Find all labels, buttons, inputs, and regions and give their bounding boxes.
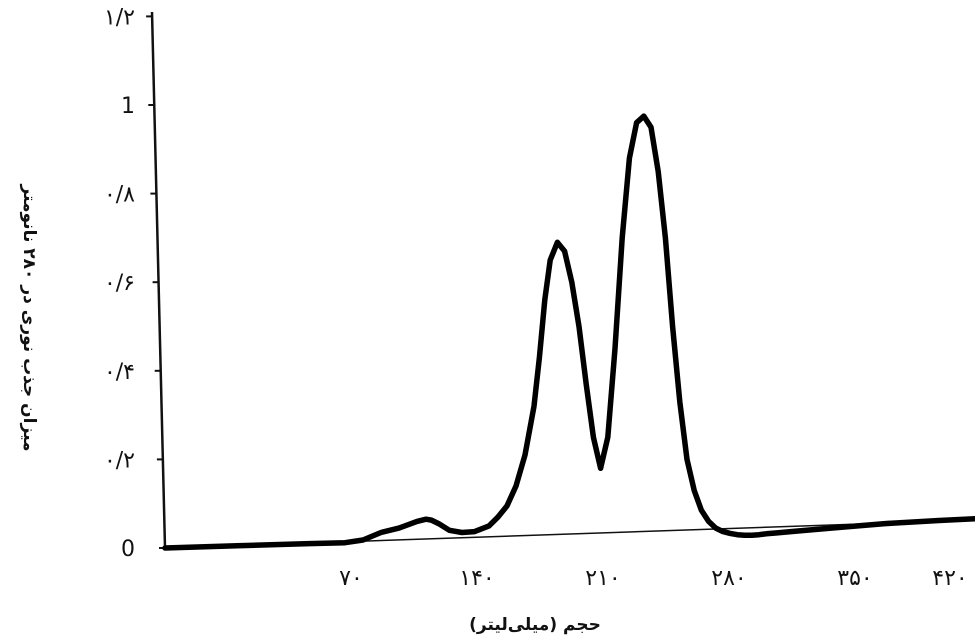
y-tick-label: ۰/۲ [104, 448, 135, 473]
y-tick-label: 1 [121, 94, 135, 119]
x-tick-label: ۲۱۰ [585, 566, 620, 591]
y-tick-group: 0 ۰/۲ ۰/۴ ۰/۶ ۰/۸ 1 ۱/۲ [104, 5, 165, 562]
y-tick-label: ۱/۲ [104, 5, 135, 30]
y-axis-title: میزان جذب نوری در ۲۸۰ نانومتر [19, 183, 39, 451]
x-tick-label: ۲۸۰ [711, 566, 746, 591]
x-tick-label: ۴۲۰ [932, 566, 967, 591]
chart-axes [150, 11, 975, 549]
x-tick-label: ۳۵۰ [837, 566, 872, 591]
series-line [162, 113, 975, 551]
x-tick-group: ۷۰ ۱۴۰ ۲۱۰ ۲۸۰ ۳۵۰ ۴۲۰ [339, 566, 968, 591]
y-tick-label: 0 [121, 537, 135, 562]
y-tick-label: ۰/۶ [104, 271, 135, 296]
y-tick-label: ۰/۸ [104, 183, 135, 208]
x-tick-label: ۷۰ [339, 566, 363, 591]
y-tick-label: ۰/۴ [104, 360, 135, 385]
x-axis-title: حجم (میلی‌لیتر) [469, 615, 601, 635]
y-axis-line [150, 11, 167, 549]
x-tick-label: ۱۴۰ [459, 566, 494, 591]
